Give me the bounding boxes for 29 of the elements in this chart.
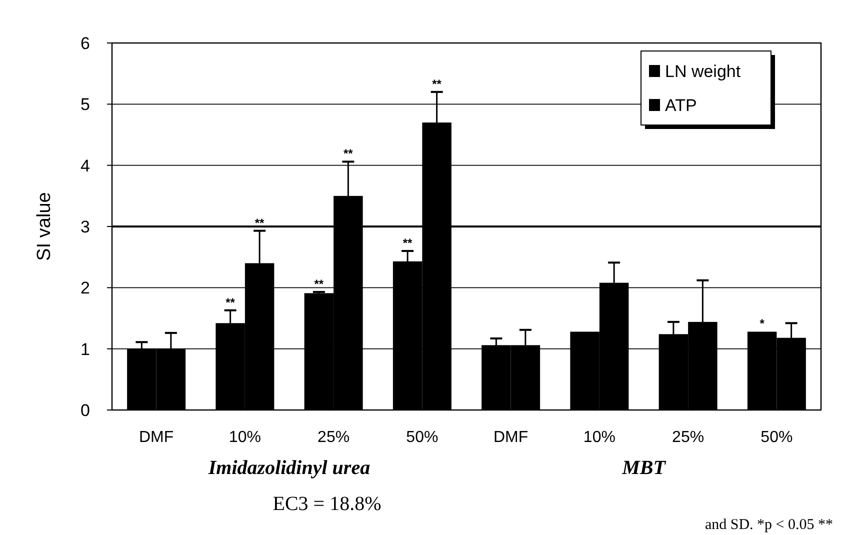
x-tick-label: 10%: [228, 429, 261, 446]
legend-label: LN weight: [665, 62, 741, 81]
x-tick-label: 50%: [406, 429, 438, 446]
data-label: **: [314, 276, 324, 291]
text: and SD. *p < 0.05 **: [704, 517, 833, 533]
y-tick-label: 6: [80, 34, 90, 53]
text: Imidazolidinyl urea: [207, 457, 370, 479]
data-label: **: [254, 216, 265, 230]
y-tick-label: 4: [80, 156, 90, 176]
x-tick-label: 10%: [583, 429, 616, 446]
data-label: **: [226, 295, 236, 310]
text: MBT: [621, 457, 666, 479]
x-tick-label: DMF: [493, 429, 528, 446]
data-label: *: [760, 316, 765, 331]
y-tick-label: 2: [80, 278, 90, 298]
data-label: **: [344, 146, 354, 161]
data-label: **: [432, 76, 442, 91]
x-tick-label: 25%: [318, 429, 350, 446]
data-label: **: [402, 236, 413, 250]
y-tick-label: 0: [80, 400, 90, 420]
y-tick-label: 3: [80, 217, 90, 236]
text: EC3 = 18.8%: [272, 493, 382, 515]
x-tick-label: 25%: [672, 429, 704, 446]
y-tick-label: 1: [80, 340, 90, 359]
y-tick-label: 5: [80, 95, 90, 114]
x-tick-label: DMF: [138, 429, 174, 446]
legend-label: ATP: [665, 96, 697, 115]
x-tick-label: 50%: [760, 429, 793, 446]
y-axis-title: SI value: [34, 192, 55, 261]
